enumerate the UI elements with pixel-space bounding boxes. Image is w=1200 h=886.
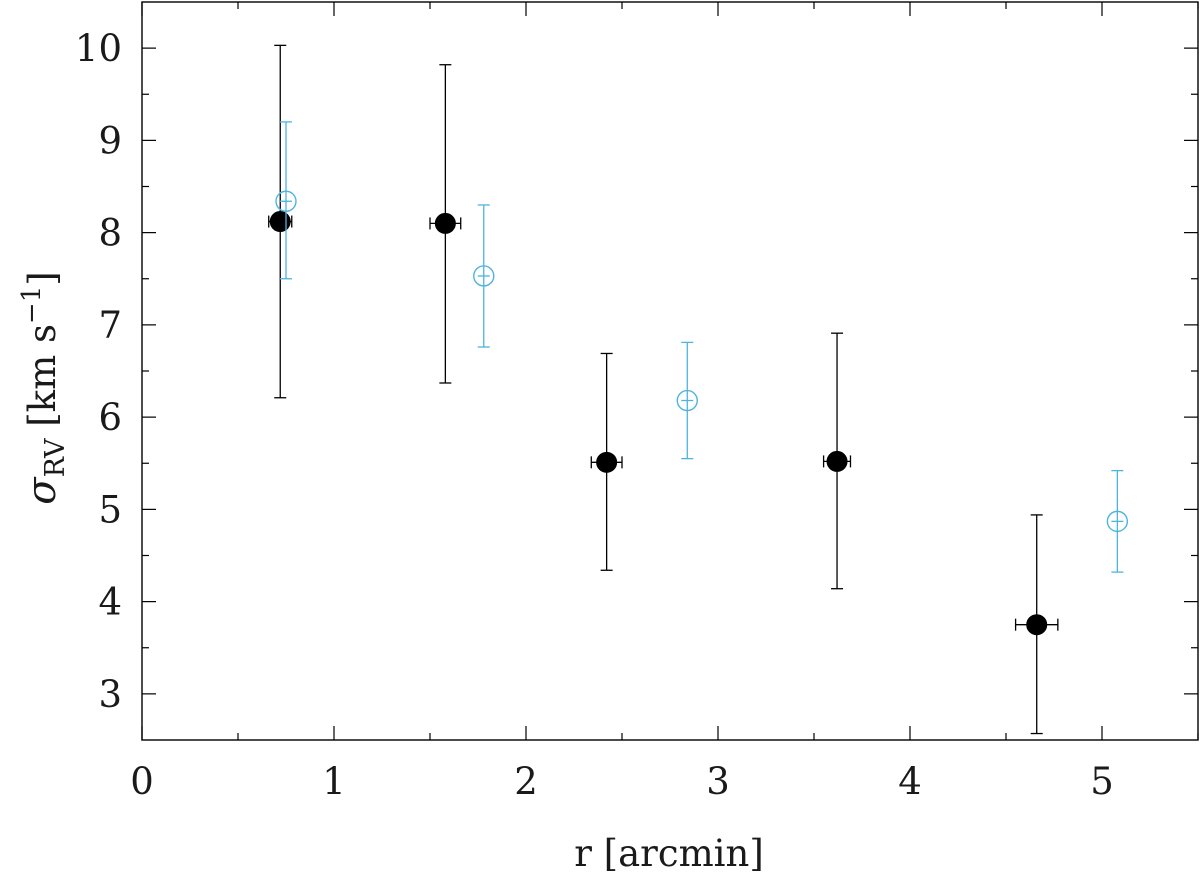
data-point-filled xyxy=(596,451,618,473)
x-tick-labels: 0 1 2 3 4 5 xyxy=(130,760,1114,803)
data-point-open xyxy=(676,389,698,412)
y-axis-label-symbol: σ xyxy=(19,476,65,505)
y-axis-label-unit-close: ] xyxy=(21,271,64,285)
y-axis-label-exponent: −1 xyxy=(17,286,47,324)
y-tick-label: 3 xyxy=(98,673,122,716)
y-tick-label: 9 xyxy=(98,119,122,162)
x-tick-label: 2 xyxy=(514,760,538,803)
x-tick-label: 4 xyxy=(898,760,922,803)
x-axis-label: r [arcmin] xyxy=(574,832,764,875)
x-tick-label: 3 xyxy=(706,760,730,803)
x-tick-label: 5 xyxy=(1090,760,1114,803)
data-points xyxy=(268,44,1129,735)
data-point-open xyxy=(275,190,297,212)
y-tick-label: 10 xyxy=(75,27,122,70)
y-tick-label: 8 xyxy=(98,212,122,255)
data-point-filled xyxy=(434,212,456,234)
y-axis-label-subscript: RV xyxy=(40,438,71,477)
data-point-filled xyxy=(826,450,848,472)
x-tick-label: 1 xyxy=(322,760,346,803)
y-tick-label: 4 xyxy=(98,581,122,624)
y-axis-label: σRV [km s−1] xyxy=(17,271,71,504)
y-axis-label-unit: [km s xyxy=(21,324,64,438)
data-point-open xyxy=(473,265,495,287)
x-tick-label: 0 xyxy=(130,760,154,803)
plot-frame xyxy=(141,1,1199,741)
data-point-filled xyxy=(1026,614,1048,636)
y-tick-label: 6 xyxy=(98,396,122,439)
data-point-open xyxy=(1106,510,1129,533)
y-tick-label: 7 xyxy=(98,304,122,347)
y-tick-label: 5 xyxy=(98,488,122,531)
data-point-filled xyxy=(269,211,291,233)
y-tick-labels: 3 4 5 6 7 8 9 10 xyxy=(75,27,122,716)
